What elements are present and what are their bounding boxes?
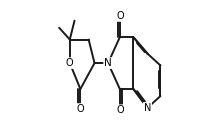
Text: O: O — [116, 105, 124, 115]
Text: N: N — [104, 58, 112, 68]
Text: O: O — [66, 58, 74, 68]
Text: O: O — [116, 11, 124, 21]
Text: O: O — [77, 104, 84, 114]
Text: N: N — [144, 103, 151, 113]
